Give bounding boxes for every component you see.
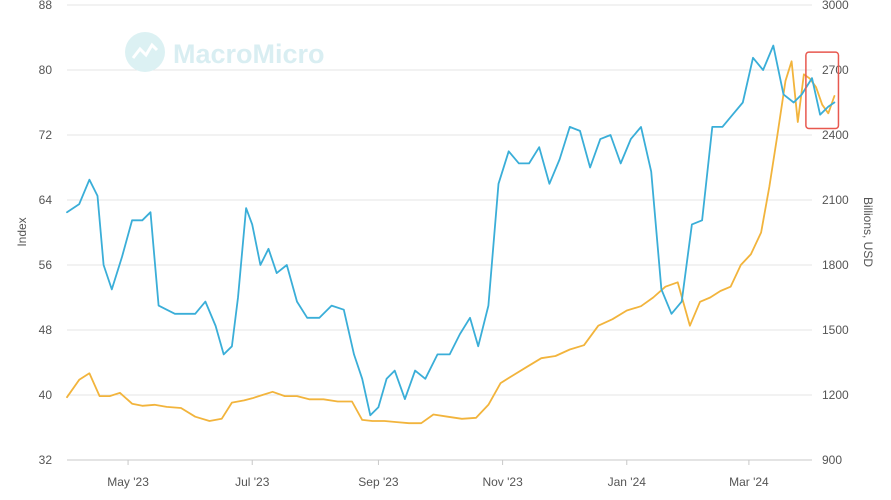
x-tick-label: Jan '24 [608, 475, 647, 489]
grid-layer [67, 4, 812, 461]
y-axis-right-label: Billions, USD [861, 197, 875, 267]
y-left-tick-label: 56 [39, 258, 53, 272]
y-left-tick-label: 72 [39, 128, 53, 142]
y-right-tick-label: 2100 [822, 193, 849, 207]
highlight-box [805, 51, 840, 130]
x-tick-label: Jul '23 [235, 475, 270, 489]
right-axis-ticks: 900 1200 1500 1800 2100 2400 2700 3000 [822, 0, 849, 467]
series-line-index [66, 44, 836, 417]
series-layer [66, 44, 836, 425]
watermark-text: MacroMicro [173, 39, 325, 69]
y-left-tick-label: 80 [39, 63, 53, 77]
y-left-tick-label: 64 [39, 193, 53, 207]
y-right-tick-label: 1500 [822, 323, 849, 337]
y-axis-left-label: Index [15, 217, 29, 246]
x-tick-label: Mar '24 [729, 475, 769, 489]
y-right-tick-label: 900 [822, 453, 842, 467]
y-right-tick-label: 1800 [822, 258, 849, 272]
left-axis-ticks: 32 40 48 56 64 72 80 88 [39, 0, 53, 467]
x-axis-ticks: May '23 Jul '23 Sep '23 Nov '23 Jan '24 Mar '… [107, 460, 769, 489]
y-right-tick-label: 3000 [822, 0, 849, 12]
x-tick-label: May '23 [107, 475, 149, 489]
watermark-logo-line [131, 42, 159, 59]
y-left-tick-label: 32 [39, 453, 53, 467]
y-left-tick-label: 88 [39, 0, 53, 12]
series-line-billions-usd [66, 60, 836, 425]
watermark: MacroMicro [125, 32, 325, 72]
y-left-tick-label: 40 [39, 388, 53, 402]
x-tick-label: Sep '23 [358, 475, 399, 489]
x-tick-label: Nov '23 [482, 475, 523, 489]
y-left-tick-label: 48 [39, 323, 53, 337]
y-right-tick-label: 2700 [822, 63, 849, 77]
y-right-tick-label: 2400 [822, 128, 849, 142]
y-right-tick-label: 1200 [822, 388, 849, 402]
